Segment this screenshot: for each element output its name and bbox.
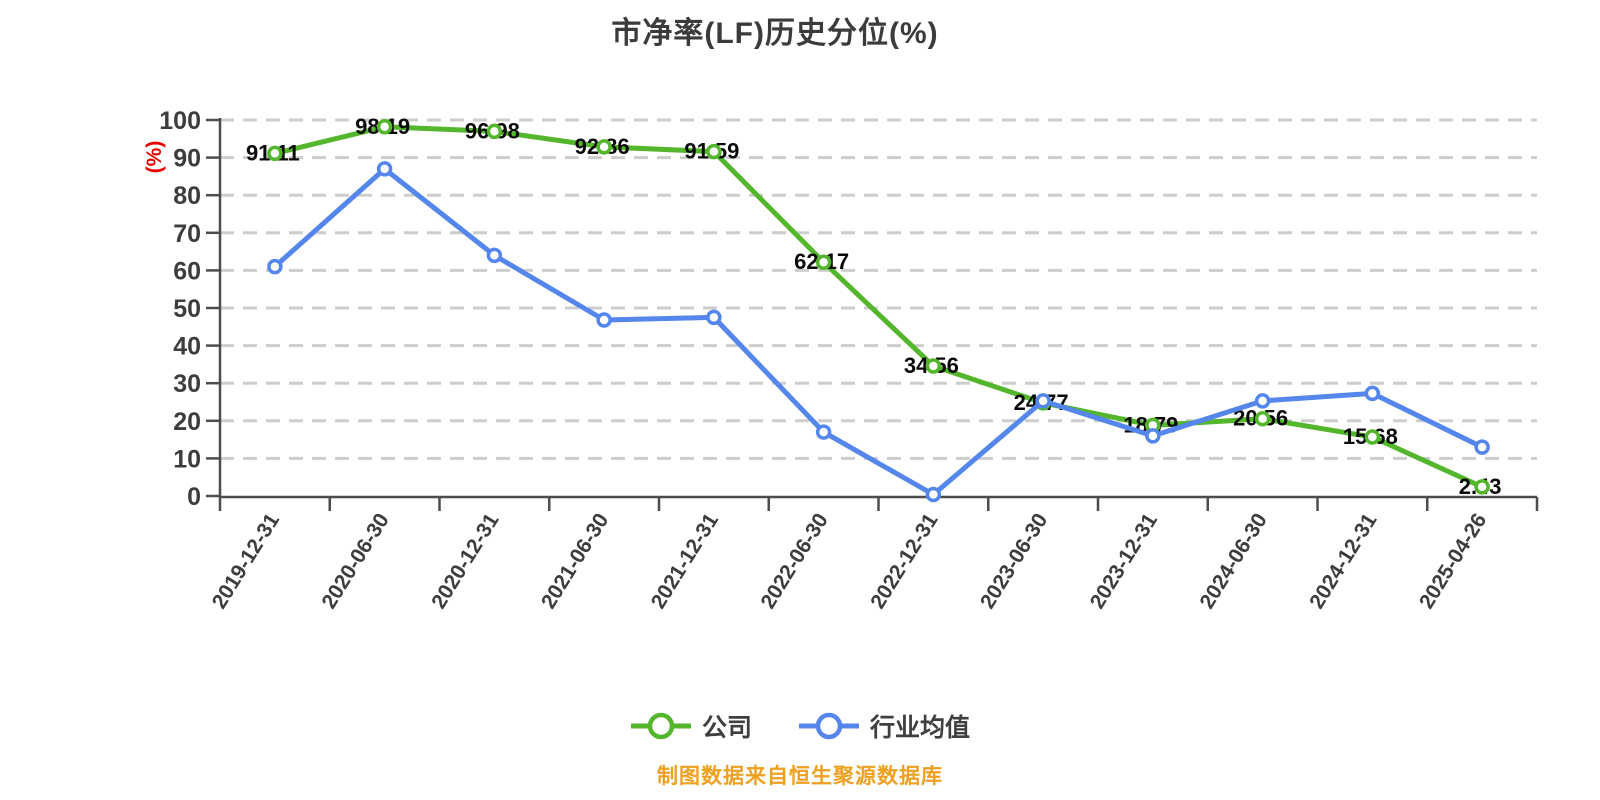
x-tick-label: 2021-12-31	[647, 509, 724, 613]
data-point-marker	[1364, 385, 1381, 402]
data-point-marker	[596, 312, 612, 328]
company-series-marker-icon	[630, 712, 691, 740]
data-point-marker	[267, 258, 283, 275]
data-point-marker	[1364, 429, 1381, 445]
x-tick-label: 2022-06-30	[756, 509, 832, 612]
x-tick-label: 2023-06-30	[976, 509, 1052, 612]
y-tick-label: 70	[173, 220, 201, 248]
data-point-marker	[376, 161, 393, 177]
x-tick-label: 2024-12-31	[1305, 509, 1382, 613]
data-point-marker	[1254, 410, 1271, 427]
x-tick-label: 2025-04-26	[1415, 509, 1491, 612]
x-tick-label: 2021-06-30	[537, 509, 613, 612]
series-line-industry-average	[272, 166, 1485, 497]
data-point-marker	[486, 123, 503, 140]
legend-label-company: 公司	[701, 714, 752, 742]
data-point-marker	[1474, 479, 1490, 495]
data-point-marker	[706, 143, 722, 160]
data-point-marker	[486, 247, 503, 264]
data-point-marker	[1474, 439, 1490, 455]
data-point-marker	[925, 358, 942, 374]
x-tick-label: 2020-06-30	[317, 509, 393, 612]
x-tick-label: 2023-12-31	[1086, 509, 1163, 613]
y-tick-label: 10	[173, 445, 201, 473]
y-tick-label: 60	[173, 257, 201, 285]
y-tick-label: 0	[187, 483, 201, 511]
data-point-marker	[1254, 393, 1271, 409]
data-point-marker	[925, 486, 942, 503]
x-tick-label: 2019-12-31	[208, 509, 285, 613]
data-point-marker	[267, 145, 283, 162]
legend-item-company[interactable]: 公司	[630, 708, 752, 744]
x-tick-label: 2022-12-31	[866, 509, 943, 613]
data-point-marker	[596, 139, 612, 155]
chart-title: 市净率(LF)历史分位(%)	[611, 17, 939, 50]
data-point-marker	[1035, 393, 1051, 409]
y-tick-label: 50	[173, 295, 201, 323]
y-tick-label: 90	[173, 145, 201, 173]
series-line-company	[272, 124, 1485, 490]
data-point-marker	[706, 309, 722, 326]
data-point-marker	[815, 254, 832, 270]
x-tick-label: 2020-12-31	[427, 509, 504, 613]
data-source-note: 制图数据来自恒生聚源数据库	[657, 765, 943, 788]
legend-label-industry-average: 行业均值	[870, 714, 971, 742]
x-tick-label: 2024-06-30	[1195, 509, 1271, 612]
y-tick-label: 80	[173, 182, 201, 210]
y-tick-label: 30	[173, 370, 201, 398]
industry-series-marker-icon	[799, 712, 859, 740]
y-tick-label: 20	[173, 408, 201, 436]
legend-item-industry-average[interactable]: 行业均值	[798, 708, 970, 744]
data-point-marker	[1145, 428, 1161, 444]
data-point-marker	[376, 119, 393, 135]
chart-legend: 公司 行业均值	[0, 708, 1600, 744]
y-tick-label: 100	[159, 107, 201, 135]
y-tick-label: 40	[173, 333, 201, 361]
data-point-marker	[815, 424, 832, 440]
